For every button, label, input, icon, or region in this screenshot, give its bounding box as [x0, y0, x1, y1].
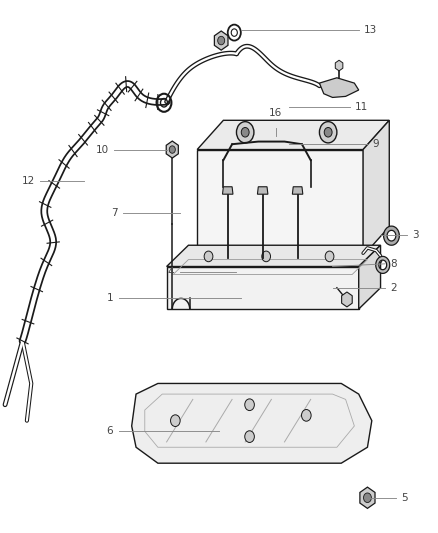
Text: 8: 8 — [390, 259, 397, 269]
Polygon shape — [197, 150, 363, 256]
Polygon shape — [223, 187, 233, 194]
Circle shape — [170, 415, 180, 426]
Circle shape — [325, 251, 334, 262]
Text: 6: 6 — [107, 426, 113, 437]
Circle shape — [218, 36, 225, 45]
Polygon shape — [197, 120, 389, 150]
Text: 10: 10 — [96, 144, 109, 155]
Circle shape — [245, 399, 254, 410]
Text: 9: 9 — [373, 139, 379, 149]
Text: 2: 2 — [390, 283, 397, 293]
Polygon shape — [132, 383, 372, 463]
Polygon shape — [359, 245, 381, 309]
Circle shape — [324, 127, 332, 137]
Circle shape — [204, 251, 213, 262]
Circle shape — [262, 251, 271, 262]
Polygon shape — [166, 266, 359, 309]
Polygon shape — [258, 187, 268, 194]
Text: 12: 12 — [21, 176, 35, 187]
Circle shape — [237, 122, 254, 143]
Polygon shape — [363, 120, 389, 256]
Circle shape — [245, 431, 254, 442]
Text: 1: 1 — [107, 293, 113, 303]
Text: 7: 7 — [111, 208, 118, 219]
Text: 13: 13 — [364, 25, 377, 35]
Text: 5: 5 — [401, 492, 408, 503]
Text: 4: 4 — [168, 267, 174, 277]
Polygon shape — [319, 78, 359, 98]
Circle shape — [364, 493, 371, 503]
Circle shape — [169, 146, 175, 154]
Circle shape — [319, 122, 337, 143]
Polygon shape — [292, 187, 303, 194]
Text: 3: 3 — [412, 230, 419, 240]
Text: 16: 16 — [269, 108, 283, 118]
Circle shape — [241, 127, 249, 137]
Polygon shape — [166, 245, 381, 266]
Text: 11: 11 — [355, 102, 368, 112]
Circle shape — [301, 409, 311, 421]
